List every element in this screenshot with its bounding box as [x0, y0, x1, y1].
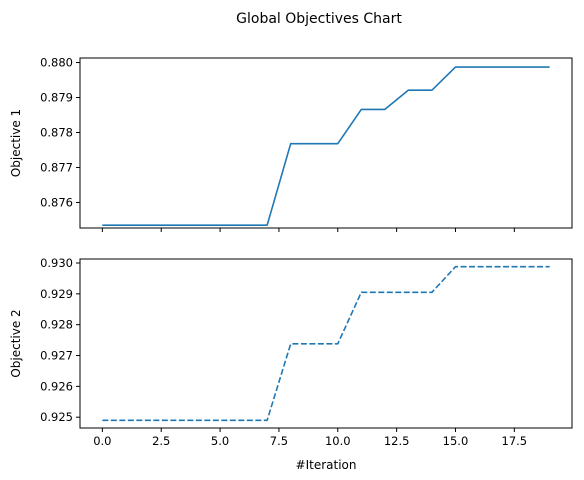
y-tick-label: 0.879 [40, 91, 73, 105]
subplot-objective-1: 0.876 0.877 0.878 0.879 0.880 Objective 1 [9, 56, 573, 232]
subplot-objective-2: 0.925 0.926 0.927 0.928 0.929 0.930 0.0 2.5 5.0 7… [9, 256, 573, 448]
y-tick-label: 0.878 [40, 126, 73, 140]
x-tick-label: 10.0 [325, 434, 351, 448]
x-tick-label: 12.5 [384, 434, 410, 448]
series-line-objective-2 [102, 265, 550, 422]
series-line-objective-1 [102, 66, 550, 226]
x-axis-label: #Iteration [296, 458, 357, 472]
x-tick-label: 0.0 [93, 434, 111, 448]
y-tick-label: 0.880 [40, 56, 73, 70]
y-tick-label: 0.929 [40, 287, 73, 301]
y-tick-label: 0.926 [40, 379, 73, 393]
y-axis-label: Objective 2 [9, 309, 23, 377]
y-axis-label: Objective 1 [9, 109, 23, 177]
y-tick-label: 0.928 [40, 318, 73, 332]
y-tick-label: 0.930 [40, 256, 73, 270]
x-tick-label: 15.0 [443, 434, 469, 448]
y-tick-label: 0.877 [40, 160, 73, 174]
y-tick-label: 0.925 [40, 410, 73, 424]
x-tick-label: 17.5 [502, 434, 528, 448]
x-tick-label: 5.0 [211, 434, 229, 448]
chart-title: Global Objectives Chart [236, 11, 402, 27]
y-tick-label: 0.927 [40, 349, 73, 363]
axes-frame [79, 258, 573, 429]
x-tick-label: 2.5 [152, 434, 170, 448]
y-tick-label: 0.876 [40, 195, 73, 209]
x-tick-label: 7.5 [270, 434, 288, 448]
axes-frame [79, 57, 573, 229]
